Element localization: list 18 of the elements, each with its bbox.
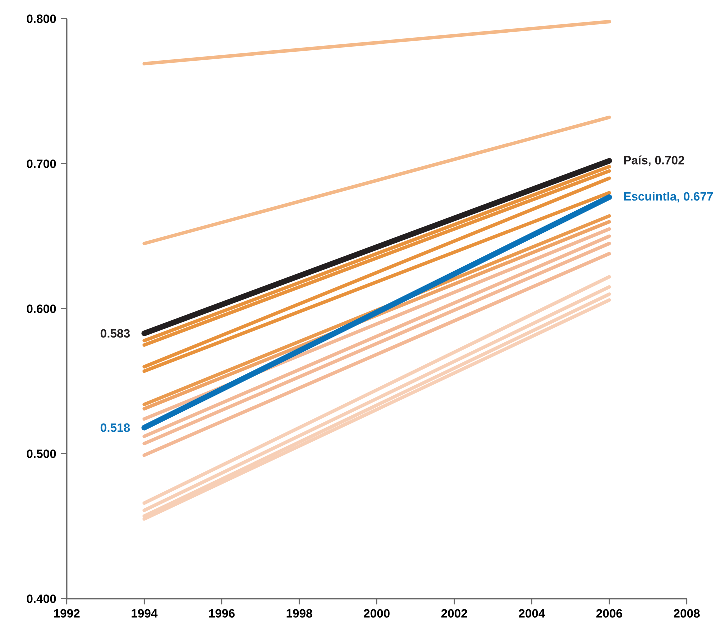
y-tick-label: 0.800 bbox=[27, 14, 56, 24]
data-label: 0.518 bbox=[100, 424, 130, 432]
y-tick-label: 0.700 bbox=[27, 160, 56, 168]
y-tick-label: 0.600 bbox=[27, 304, 56, 314]
x-tick-label: 2000 bbox=[364, 609, 390, 618]
x-tick-label: 2004 bbox=[519, 609, 546, 618]
x-tick-label: 1996 bbox=[209, 609, 235, 618]
y-tick-label: 0.500 bbox=[27, 450, 56, 458]
x-tick-label: 1998 bbox=[286, 609, 312, 618]
x-tick-label: 2002 bbox=[442, 609, 468, 618]
data-label: Escuintla, 0.677 bbox=[624, 192, 714, 203]
y-tick-label: 0.400 bbox=[27, 594, 56, 604]
data-label: 0.583 bbox=[100, 329, 130, 338]
x-tick-label: 1992 bbox=[54, 609, 80, 618]
x-tick-label: 2008 bbox=[674, 609, 700, 618]
x-tick-label: 2006 bbox=[596, 609, 622, 618]
x-tick-label: 1994 bbox=[132, 609, 158, 618]
data-label: País, 0.702 bbox=[624, 156, 684, 166]
